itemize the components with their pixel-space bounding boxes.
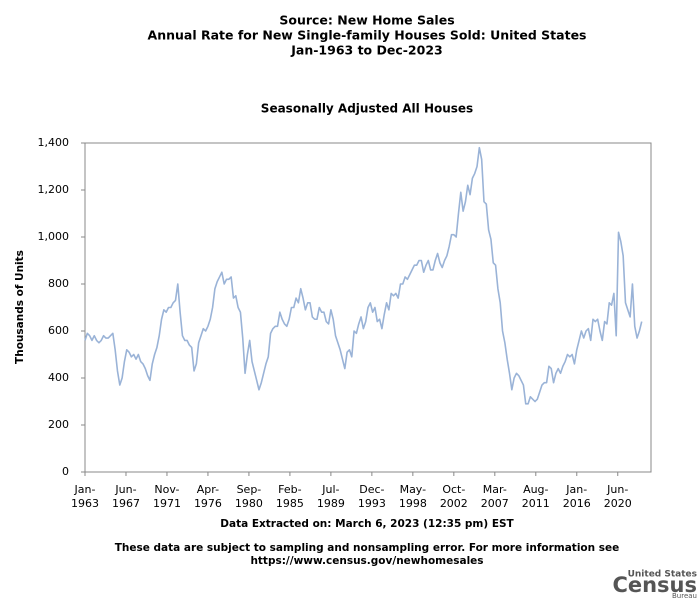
y-tick-label: 200 bbox=[48, 418, 69, 431]
y-tick-label: 1,200 bbox=[38, 183, 70, 196]
logo-text: Bureau bbox=[672, 592, 697, 600]
x-tick-label: 2016 bbox=[563, 497, 591, 510]
x-tick-label: 1989 bbox=[317, 497, 345, 510]
x-tick-label: May- bbox=[400, 483, 427, 496]
x-tick-label: Jan- bbox=[74, 483, 96, 496]
extraction-note: Data Extracted on: March 6, 2023 (12:35 … bbox=[220, 518, 514, 530]
disclaimer: https://www.census.gov/newhomesales bbox=[250, 555, 483, 567]
x-tick-label: 2007 bbox=[481, 497, 509, 510]
chart-title: Source: New Home Sales bbox=[279, 13, 454, 28]
disclaimer: These data are subject to sampling and n… bbox=[115, 542, 620, 554]
x-tick-label: Jun- bbox=[606, 483, 628, 496]
x-tick-label: Apr- bbox=[197, 483, 219, 496]
x-tick-label: Feb- bbox=[278, 483, 301, 496]
x-tick-label: Mar- bbox=[483, 483, 507, 496]
x-tick-label: Nov- bbox=[154, 483, 179, 496]
x-tick-label: Jun- bbox=[114, 483, 136, 496]
x-tick-label: Jan- bbox=[565, 483, 587, 496]
x-tick-label: 1980 bbox=[235, 497, 263, 510]
x-tick-label: 1998 bbox=[399, 497, 427, 510]
x-tick-label: 2011 bbox=[522, 497, 550, 510]
data-line bbox=[84, 146, 643, 405]
x-tick-label: 1963 bbox=[71, 497, 99, 510]
x-tick-label: Sep- bbox=[237, 483, 262, 496]
y-tick-label: 800 bbox=[48, 277, 69, 290]
x-tick-label: Dec- bbox=[359, 483, 384, 496]
logo-text: United States bbox=[628, 570, 697, 580]
x-tick-label: Aug- bbox=[523, 483, 548, 496]
y-tick-label: 400 bbox=[48, 371, 69, 384]
x-tick-label: 1967 bbox=[112, 497, 140, 510]
x-tick-label: Oct- bbox=[442, 483, 465, 496]
logo-text: Census bbox=[612, 573, 697, 597]
chart-title: Annual Rate for New Single-family Houses… bbox=[148, 28, 587, 43]
x-tick-label: Jul- bbox=[321, 483, 339, 496]
x-tick-label: 1985 bbox=[276, 497, 304, 510]
y-tick-label: 1,400 bbox=[38, 136, 70, 149]
chart-subtitle: Seasonally Adjusted All Houses bbox=[261, 102, 473, 116]
x-tick-label: 1971 bbox=[153, 497, 181, 510]
y-axis-label: Thousands of Units bbox=[14, 250, 26, 364]
y-tick-label: 0 bbox=[62, 465, 69, 478]
x-tick-label: 2002 bbox=[440, 497, 468, 510]
plot-frame bbox=[84, 142, 652, 473]
chart-title: Jan-1963 to Dec-2023 bbox=[290, 43, 442, 58]
x-tick-label: 1993 bbox=[358, 497, 386, 510]
y-tick-label: 1,000 bbox=[38, 230, 70, 243]
y-tick-label: 600 bbox=[48, 324, 69, 337]
x-tick-label: 1976 bbox=[194, 497, 222, 510]
x-tick-label: 2020 bbox=[604, 497, 632, 510]
